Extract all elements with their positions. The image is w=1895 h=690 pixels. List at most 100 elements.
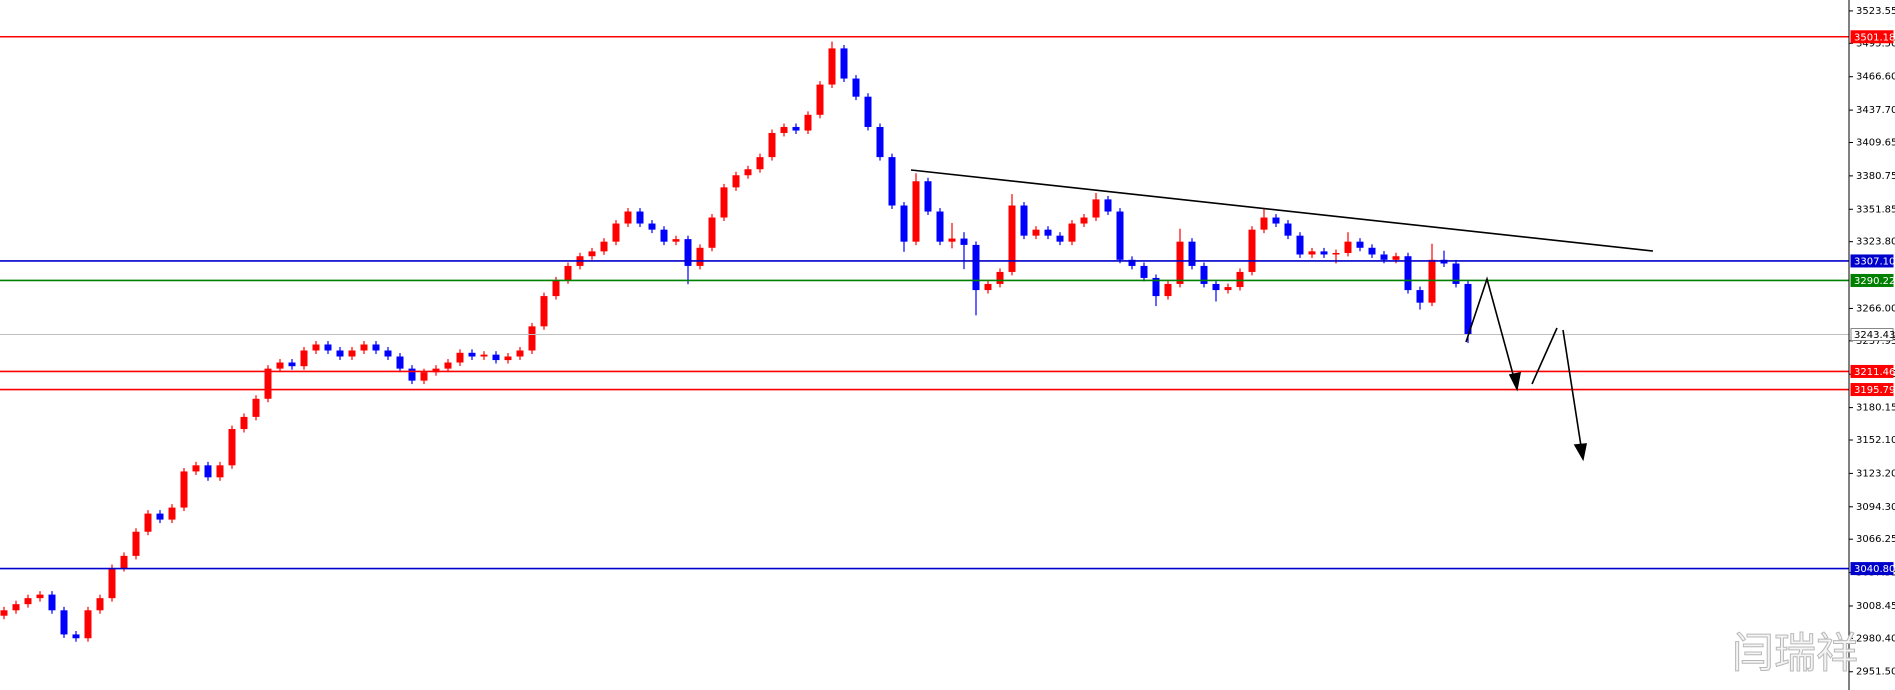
candle-body <box>912 181 920 242</box>
candle-body <box>924 181 932 212</box>
candle-body <box>1308 251 1316 255</box>
candle-body <box>672 239 680 242</box>
candle-body <box>1236 271 1244 288</box>
candle-body <box>84 610 92 639</box>
candle-body <box>1164 283 1172 297</box>
candle-body <box>0 610 8 616</box>
candle-body <box>156 513 164 520</box>
candle-body <box>1044 229 1052 236</box>
candle-body <box>420 372 428 381</box>
candle-body <box>144 513 152 532</box>
candle-body <box>252 398 260 417</box>
candle-body <box>360 344 368 351</box>
candle-body <box>780 126 788 133</box>
candle-body <box>240 416 248 430</box>
candle-body <box>516 350 524 357</box>
candle-body <box>1416 290 1424 303</box>
level-label: 3195.79 <box>1854 385 1895 396</box>
candle-body <box>804 114 812 131</box>
y-tick-label: 2980.40 <box>1856 633 1895 644</box>
candle-body <box>1392 256 1400 260</box>
candle-body <box>1104 199 1112 212</box>
candle-body <box>600 241 608 252</box>
candle-body <box>468 352 476 357</box>
candle-body <box>372 344 380 351</box>
y-tick-label: 3123.20 <box>1856 468 1895 479</box>
y-tick-label: 3523.55 <box>1856 6 1895 17</box>
candle-body <box>348 350 356 357</box>
y-tick-label: 3409.65 <box>1856 137 1895 148</box>
candle-body <box>1260 217 1268 230</box>
y-tick-label: 3351.85 <box>1856 204 1895 215</box>
candle-body <box>1248 229 1256 272</box>
candle-body <box>828 48 836 85</box>
candle-body <box>432 368 440 373</box>
candle-body <box>552 280 560 297</box>
candle-body <box>480 354 488 357</box>
candle-body <box>960 238 968 245</box>
candle-body <box>396 356 404 369</box>
drawings <box>910 169 1654 462</box>
candle-body <box>48 594 56 611</box>
candle-body <box>840 48 848 79</box>
candle-body <box>876 126 884 158</box>
candle-body <box>1272 217 1280 224</box>
arrow-head <box>1508 371 1522 392</box>
candle-body <box>1200 265 1208 284</box>
candle-body <box>1152 277 1160 297</box>
candle-body <box>1464 283 1472 335</box>
candle-body <box>888 157 896 206</box>
candle-body <box>1080 217 1088 224</box>
level-label: 3243.43 <box>1854 330 1895 341</box>
candle-body <box>1452 263 1460 284</box>
candle-body <box>936 211 944 242</box>
level-label-box <box>1850 273 1894 287</box>
candle-body <box>228 429 236 466</box>
candle-body <box>384 350 392 357</box>
candle-body <box>660 229 668 242</box>
candle-body <box>792 126 800 131</box>
candle-body <box>96 598 104 611</box>
axis-labels: 3523.55 3495.50 3466.60 3437.70 3409.65 3380.… <box>1849 6 1895 678</box>
candle-body <box>708 217 716 248</box>
candle-body <box>180 471 188 508</box>
candle-body <box>1056 235 1064 242</box>
candle-body <box>1368 247 1376 255</box>
candle-body <box>612 223 620 242</box>
candle-body <box>504 356 512 361</box>
candle-body <box>1380 254 1388 260</box>
y-tick-label: 3495.50 <box>1856 38 1895 49</box>
y-tick-label: 3180.15 <box>1856 403 1895 414</box>
candle-body <box>36 594 44 599</box>
candle-body <box>768 132 776 158</box>
candle-body <box>288 362 296 367</box>
candle-body <box>192 465 200 472</box>
candle-body <box>108 568 116 599</box>
watermark: 闫瑞祥 <box>1732 629 1858 678</box>
level-label: 3040.80 <box>1854 564 1895 575</box>
candle-body <box>996 271 1004 284</box>
candle-body <box>948 238 956 242</box>
candle-body <box>204 465 212 478</box>
candle-body <box>816 84 824 115</box>
level-label-box <box>1850 364 1894 378</box>
level-label-box <box>1850 254 1894 268</box>
arrow-head <box>1573 443 1587 462</box>
candle-body <box>528 326 536 351</box>
y-tick-label: 2951.50 <box>1856 667 1895 678</box>
candle-body <box>336 350 344 357</box>
candle-body <box>1008 205 1016 272</box>
y-tick-label: 3152.10 <box>1856 435 1895 446</box>
candle-body <box>120 555 128 569</box>
candle-body <box>1356 241 1364 248</box>
candle-body <box>72 634 80 639</box>
candle-body <box>900 205 908 242</box>
candle-body <box>1344 241 1352 253</box>
candle-body <box>456 352 464 363</box>
level-label-box <box>1850 328 1894 342</box>
candle-body <box>852 78 860 97</box>
y-tick-label: 3237.95 <box>1856 336 1895 347</box>
